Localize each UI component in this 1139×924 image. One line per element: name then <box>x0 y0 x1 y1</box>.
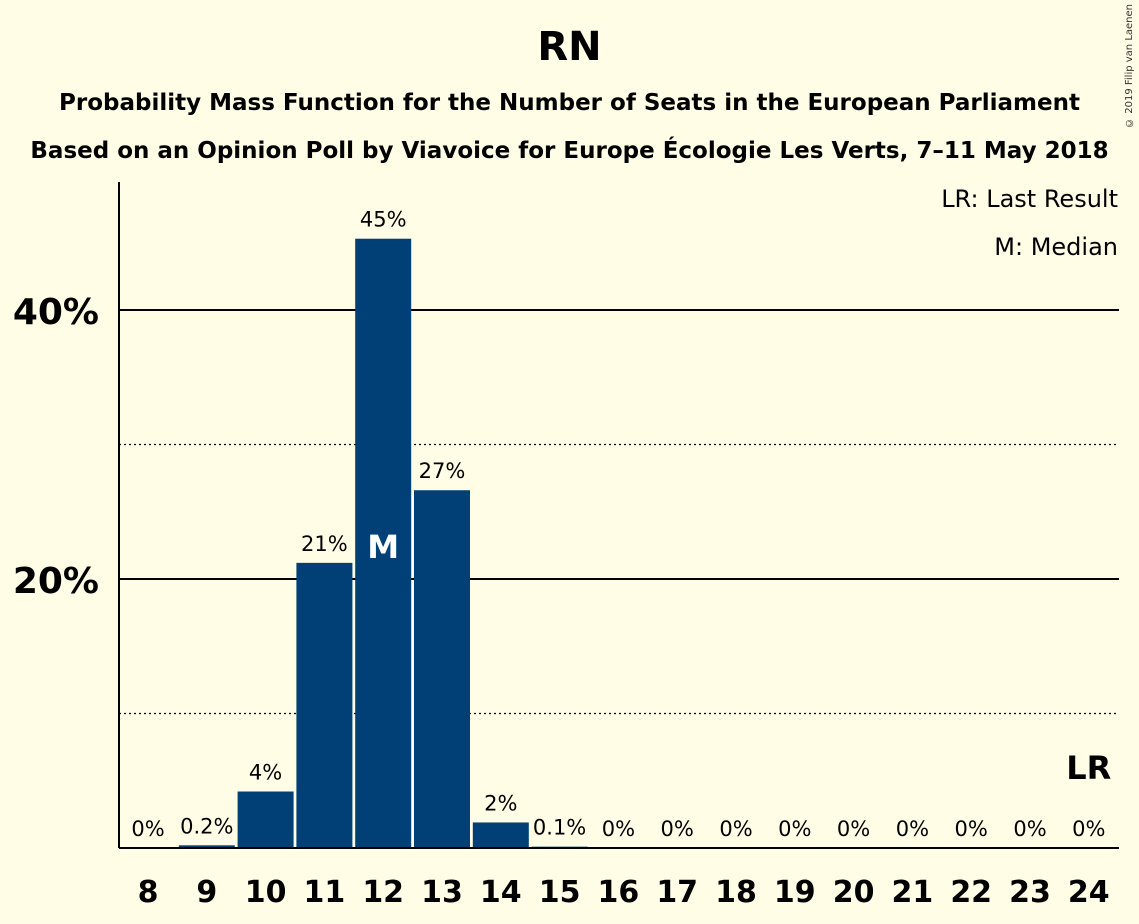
median-marker: M <box>367 528 399 566</box>
y-tick-label: 20% <box>13 561 99 602</box>
bar <box>472 822 529 848</box>
data-label: 0% <box>778 817 811 841</box>
chart-source: Based on an Opinion Poll by Viavoice for… <box>30 138 1109 164</box>
x-tick-label: 9 <box>196 875 217 910</box>
x-tick-label: 18 <box>715 875 757 910</box>
x-tick-label: 8 <box>138 875 159 910</box>
data-label: 0% <box>955 817 988 841</box>
data-label: 0% <box>1072 817 1105 841</box>
data-label: 0% <box>602 817 635 841</box>
legend-last-result: LR: Last Result <box>941 185 1118 213</box>
data-label: 4% <box>249 761 282 785</box>
x-tick-label: 19 <box>774 875 816 910</box>
x-tick-label: 20 <box>833 875 875 910</box>
x-tick-label: 24 <box>1068 875 1110 910</box>
x-tick-label: 23 <box>1009 875 1051 910</box>
data-label: 27% <box>419 459 466 483</box>
x-tick-label: 12 <box>362 875 404 910</box>
data-label: 0% <box>719 817 752 841</box>
last-result-marker: LR <box>1066 749 1111 787</box>
bar <box>414 490 470 848</box>
chart-title: RN <box>537 24 602 70</box>
x-tick-label: 15 <box>539 875 581 910</box>
x-tick-label: 13 <box>421 875 463 910</box>
x-tick-label: 16 <box>598 875 640 910</box>
data-label: 0% <box>1013 817 1046 841</box>
x-tick-label: 21 <box>892 875 934 910</box>
data-label: 0% <box>896 817 929 841</box>
legend-median: M: Median <box>994 233 1118 261</box>
x-tick-label: 11 <box>304 875 346 910</box>
data-label: 21% <box>301 532 348 556</box>
y-tick-label: 40% <box>13 292 99 333</box>
bar <box>355 238 412 849</box>
bar <box>178 845 235 848</box>
data-label: 0.2% <box>180 814 233 838</box>
data-label: 0.1% <box>533 816 586 840</box>
bar <box>237 791 294 848</box>
x-tick-label: 10 <box>245 875 287 910</box>
data-label: 2% <box>484 791 517 815</box>
data-label: 0% <box>837 817 870 841</box>
x-tick-label: 17 <box>656 875 698 910</box>
x-tick-label: 14 <box>480 875 522 910</box>
data-label: 0% <box>661 817 694 841</box>
data-label: 0% <box>131 817 164 841</box>
x-tick-label: 22 <box>950 875 992 910</box>
chart-subtitle: Probability Mass Function for the Number… <box>59 90 1080 116</box>
bar <box>296 562 353 848</box>
data-label: 45% <box>360 208 407 232</box>
